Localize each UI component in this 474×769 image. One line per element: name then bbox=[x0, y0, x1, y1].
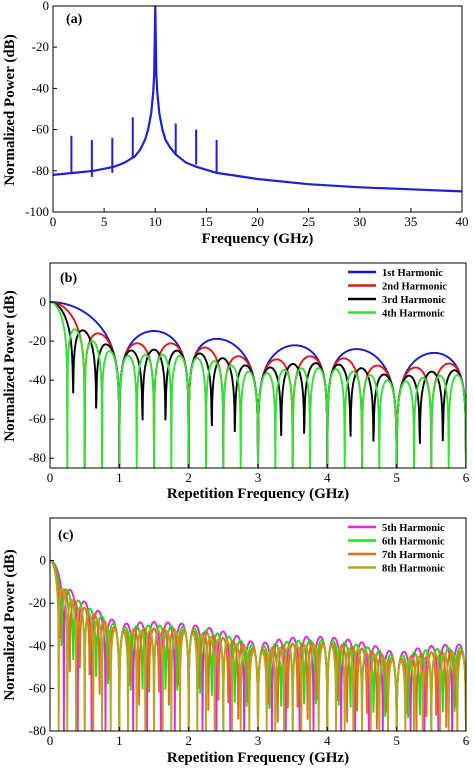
plot-area bbox=[50, 559, 466, 731]
panel-0: 0 5 10 15 20 25 30 35 40 0 -20 -40 -60 -80 -100 Frequen… bbox=[2, 0, 469, 247]
x-tick-label: 4 bbox=[324, 470, 331, 485]
legend: 1st Harmonic 2nd Harmonic 3rd Harmonic 4th … bbox=[348, 268, 447, 320]
panel-label: (a) bbox=[66, 12, 83, 27]
panel-2: 0 1 2 3 4 5 6 0 -20 -40 -60 -80 Repetition Frequency… bbox=[2, 517, 470, 766]
y-tick-label: -40 bbox=[29, 372, 46, 387]
y-tick-label: -40 bbox=[29, 638, 46, 653]
panel-label: (b) bbox=[60, 271, 77, 286]
series-line bbox=[53, 6, 462, 193]
x-tick-label: 40 bbox=[456, 214, 469, 229]
x-tick-label: 10 bbox=[149, 214, 162, 229]
y-axis-label: Normalized Power (dB) bbox=[2, 549, 18, 700]
y-tick-label: -60 bbox=[29, 680, 46, 695]
legend-entry-2: 6th Harmonic bbox=[382, 537, 445, 548]
x-tick-label: 5 bbox=[393, 470, 400, 485]
legend-entry-1: 5th Harmonic bbox=[382, 523, 445, 534]
x-tick-label: 6 bbox=[463, 733, 470, 748]
x-tick-label: 5 bbox=[101, 214, 108, 229]
y-tick-label: -80 bbox=[32, 163, 49, 178]
y-tick-label: -20 bbox=[29, 333, 46, 348]
plot-area bbox=[50, 301, 466, 468]
y-tick-label: -20 bbox=[32, 39, 49, 54]
x-tick-label: 3 bbox=[255, 470, 262, 485]
x-tick-label: 1 bbox=[116, 470, 123, 485]
x-tick-label: 25 bbox=[302, 214, 315, 229]
series-line-4 bbox=[50, 301, 466, 468]
x-tick-label: 1 bbox=[116, 733, 123, 748]
series-line-4 bbox=[50, 559, 466, 731]
panel-label: (c) bbox=[58, 528, 74, 543]
x-axis-label: Repetition Frequency (GHz) bbox=[167, 750, 349, 766]
y-tick-label: -60 bbox=[29, 411, 46, 426]
y-tick-label: -80 bbox=[29, 450, 46, 465]
y-tick-label: 0 bbox=[40, 553, 47, 568]
axes-frame bbox=[52, 5, 463, 213]
y-axis-label: Normalized Power (dB) bbox=[2, 34, 18, 185]
y-tick-label: -80 bbox=[29, 723, 46, 738]
x-tick-label: 5 bbox=[393, 733, 400, 748]
y-tick-label: 0 bbox=[43, 0, 50, 13]
y-axis-label: Normalized Power (dB) bbox=[2, 290, 18, 441]
legend-entry-4: 8th Harmonic bbox=[382, 564, 445, 575]
x-axis-label: Repetition Frequency (GHz) bbox=[167, 486, 349, 502]
legend-entry-2: 2nd Harmonic bbox=[382, 282, 447, 293]
x-axis-label: Frequency (GHz) bbox=[202, 231, 314, 247]
y-tick-label: -60 bbox=[32, 122, 49, 137]
y-tick-label: 0 bbox=[40, 294, 47, 309]
x-tick-label: 35 bbox=[404, 214, 417, 229]
y-tick-label: -100 bbox=[25, 204, 49, 219]
x-tick-label: 4 bbox=[324, 733, 331, 748]
legend-entry-3: 3rd Harmonic bbox=[382, 295, 446, 306]
x-tick-label: 0 bbox=[47, 470, 54, 485]
x-tick-label: 15 bbox=[200, 214, 213, 229]
legend-entry-1: 1st Harmonic bbox=[382, 268, 443, 279]
y-tick-label: -20 bbox=[29, 595, 46, 610]
x-tick-label: 2 bbox=[185, 733, 192, 748]
legend: 5th Harmonic 6th Harmonic 7th Harmonic 8th … bbox=[348, 523, 445, 575]
x-tick-label: 0 bbox=[47, 733, 54, 748]
x-tick-label: 0 bbox=[50, 214, 57, 229]
x-tick-label: 20 bbox=[251, 214, 264, 229]
legend-entry-3: 7th Harmonic bbox=[382, 550, 445, 561]
plot-area bbox=[53, 6, 462, 193]
x-tick-label: 3 bbox=[255, 733, 262, 748]
legend-entry-4: 4th Harmonic bbox=[382, 309, 445, 320]
x-tick-label: 30 bbox=[353, 214, 366, 229]
y-tick-label: -40 bbox=[32, 80, 49, 95]
x-tick-label: 2 bbox=[185, 470, 192, 485]
panel-1: 0 1 2 3 4 5 6 0 -20 -40 -60 -80 Repetition Frequency… bbox=[2, 262, 470, 502]
x-tick-label: 6 bbox=[463, 470, 470, 485]
